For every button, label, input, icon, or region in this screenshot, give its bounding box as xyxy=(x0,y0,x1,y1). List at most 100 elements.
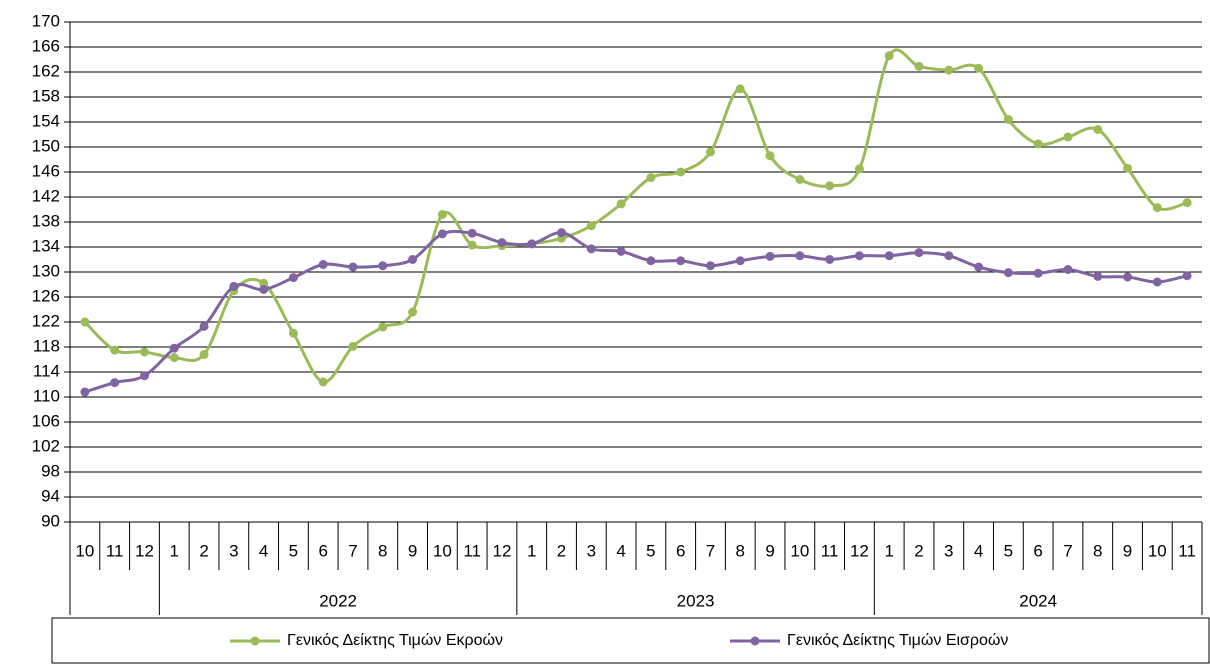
data-point xyxy=(616,199,626,209)
y-tick-label: 146 xyxy=(32,161,60,180)
data-point xyxy=(1003,115,1013,124)
data-point xyxy=(676,167,686,177)
x-tick-label: 2 xyxy=(199,541,208,560)
data-point xyxy=(914,248,924,258)
data-point xyxy=(705,147,715,157)
series-line xyxy=(84,229,1188,394)
data-point xyxy=(348,262,358,272)
data-point xyxy=(1063,132,1073,142)
data-point xyxy=(259,278,269,288)
series-line xyxy=(83,48,1188,384)
data-point xyxy=(735,84,745,94)
legend-label: Γενικός Δείκτης Τιμών Εκροών xyxy=(287,632,503,649)
data-point xyxy=(467,240,477,250)
data-point xyxy=(437,229,447,239)
y-tick-label: 130 xyxy=(32,261,60,280)
x-tick-label: 1 xyxy=(170,541,179,560)
data-point xyxy=(199,350,209,359)
x-tick-label: 8 xyxy=(736,541,745,560)
data-point xyxy=(110,378,120,388)
x-tick-label: 1 xyxy=(527,541,536,560)
data-point xyxy=(1033,268,1043,278)
x-tick-label: 7 xyxy=(1063,541,1072,560)
x-tick-label: 7 xyxy=(348,541,357,560)
x-tick-label: 5 xyxy=(1004,541,1013,560)
data-point xyxy=(735,256,745,266)
data-point xyxy=(1182,271,1192,281)
x-tick-label: 1 xyxy=(884,541,893,560)
data-point xyxy=(169,353,179,363)
data-point xyxy=(497,238,507,248)
x-tick-label: 11 xyxy=(1178,541,1196,560)
y-tick-label: 150 xyxy=(32,136,60,155)
x-tick-label: 9 xyxy=(1123,541,1132,560)
data-point xyxy=(437,210,447,219)
y-tick-label: 102 xyxy=(32,436,60,455)
x-tick-label: 6 xyxy=(676,541,685,560)
x-tick-label: 11 xyxy=(463,541,481,560)
x-tick-label: 12 xyxy=(492,541,511,560)
data-point xyxy=(974,262,984,272)
x-tick-label: 6 xyxy=(318,541,327,560)
data-point xyxy=(1003,268,1013,278)
x-tick-label: 12 xyxy=(850,541,869,560)
y-tick-label: 142 xyxy=(32,186,60,205)
x-tick-label: 3 xyxy=(229,541,238,560)
y-tick-label: 158 xyxy=(32,86,60,105)
y-tick-label: 110 xyxy=(33,386,60,405)
y-tick-label: 114 xyxy=(33,361,60,380)
x-tick-label: 4 xyxy=(616,541,625,560)
data-point xyxy=(1063,265,1073,274)
data-point xyxy=(199,321,209,331)
data-point xyxy=(854,164,864,174)
y-tick-label: 162 xyxy=(32,61,60,80)
data-point xyxy=(110,345,120,355)
data-point xyxy=(944,251,954,261)
x-tick-label: 4 xyxy=(974,541,983,560)
data-point xyxy=(259,285,269,294)
data-point xyxy=(527,239,537,249)
data-point xyxy=(557,228,567,238)
year-label: 2023 xyxy=(677,591,715,610)
data-point xyxy=(348,341,358,351)
x-tick-label: 9 xyxy=(408,541,417,560)
y-tick-label: 138 xyxy=(32,211,60,230)
x-tick-label: 10 xyxy=(75,541,94,560)
data-point xyxy=(229,281,239,291)
x-tick-label: 2 xyxy=(557,541,566,560)
data-point xyxy=(586,244,596,254)
year-label: 2022 xyxy=(319,591,357,610)
legend-box xyxy=(51,617,1210,664)
data-point xyxy=(318,260,328,269)
x-tick-label: 7 xyxy=(706,541,715,560)
y-tick-label: 106 xyxy=(32,411,60,430)
data-point xyxy=(408,307,418,317)
data-point xyxy=(408,255,418,264)
x-tick-label: 10 xyxy=(433,541,452,560)
x-tick-label: 8 xyxy=(378,541,387,560)
data-point xyxy=(1123,272,1133,282)
data-point xyxy=(825,255,835,264)
data-point xyxy=(1033,139,1043,149)
x-tick-label: 8 xyxy=(1093,541,1102,560)
data-point xyxy=(1093,125,1103,134)
data-point xyxy=(467,228,477,238)
x-tick-label: 12 xyxy=(135,541,154,560)
y-tick-label: 118 xyxy=(33,336,60,355)
data-point xyxy=(884,51,894,61)
data-point xyxy=(765,151,775,161)
data-point xyxy=(616,246,626,256)
x-tick-label: 5 xyxy=(646,541,655,560)
x-tick-label: 5 xyxy=(289,541,298,560)
y-tick-label: 170 xyxy=(32,11,60,30)
data-point xyxy=(1152,203,1162,213)
x-tick-label: 11 xyxy=(821,541,839,560)
data-point xyxy=(944,65,954,75)
data-point xyxy=(884,251,894,261)
x-tick-label: 4 xyxy=(259,541,268,560)
data-point xyxy=(765,251,775,261)
data-point xyxy=(974,63,984,73)
data-point xyxy=(318,377,328,387)
data-point xyxy=(139,371,149,381)
